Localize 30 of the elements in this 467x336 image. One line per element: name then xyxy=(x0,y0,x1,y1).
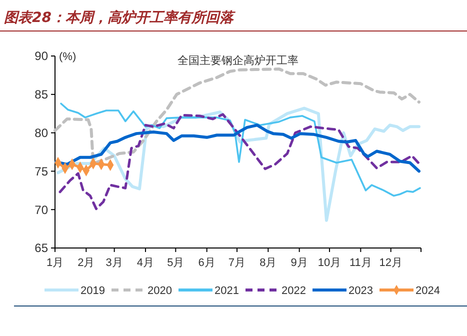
chart-subtitle: 全国主要钢企高炉开工率 xyxy=(178,54,298,67)
legend-label: 2019 xyxy=(80,284,105,297)
y-tick-label: 65 xyxy=(34,241,48,256)
y-axis-title: (%) xyxy=(59,51,76,63)
x-tick-label: 11月 xyxy=(349,257,372,269)
line-series xyxy=(58,113,420,210)
x-tick-label: 10月 xyxy=(318,257,342,269)
legend-label: 2021 xyxy=(214,284,239,297)
x-tick-label: 6月 xyxy=(198,257,216,269)
x-tick-label: 5月 xyxy=(167,257,184,269)
x-tick-label: 3月 xyxy=(106,257,123,269)
legend-label: 2020 xyxy=(148,284,172,297)
x-tick-label: 4月 xyxy=(136,257,154,269)
y-tick-label: 75 xyxy=(34,164,48,178)
y-tick-label: 85 xyxy=(34,88,48,102)
line-series xyxy=(60,102,421,197)
chart-title: 图表28：本周，高炉开工率有所回落 xyxy=(4,9,236,26)
x-tick-label: 12月 xyxy=(379,257,402,269)
x-tick-label: 1月 xyxy=(46,257,64,269)
legend-label: 2024 xyxy=(416,284,440,297)
line-series xyxy=(54,124,420,173)
legend-label: 2022 xyxy=(282,284,306,297)
y-tick-label: 90 xyxy=(34,49,48,64)
legend-label: 2023 xyxy=(348,284,373,297)
x-tick-label: 9月 xyxy=(290,257,308,269)
x-tick-label: 8月 xyxy=(260,257,277,269)
x-tick-label: 7月 xyxy=(228,257,246,269)
y-tick-label: 70 xyxy=(34,202,48,217)
y-tick-label: 80 xyxy=(34,126,48,140)
x-tick-label: 2月 xyxy=(78,257,95,269)
